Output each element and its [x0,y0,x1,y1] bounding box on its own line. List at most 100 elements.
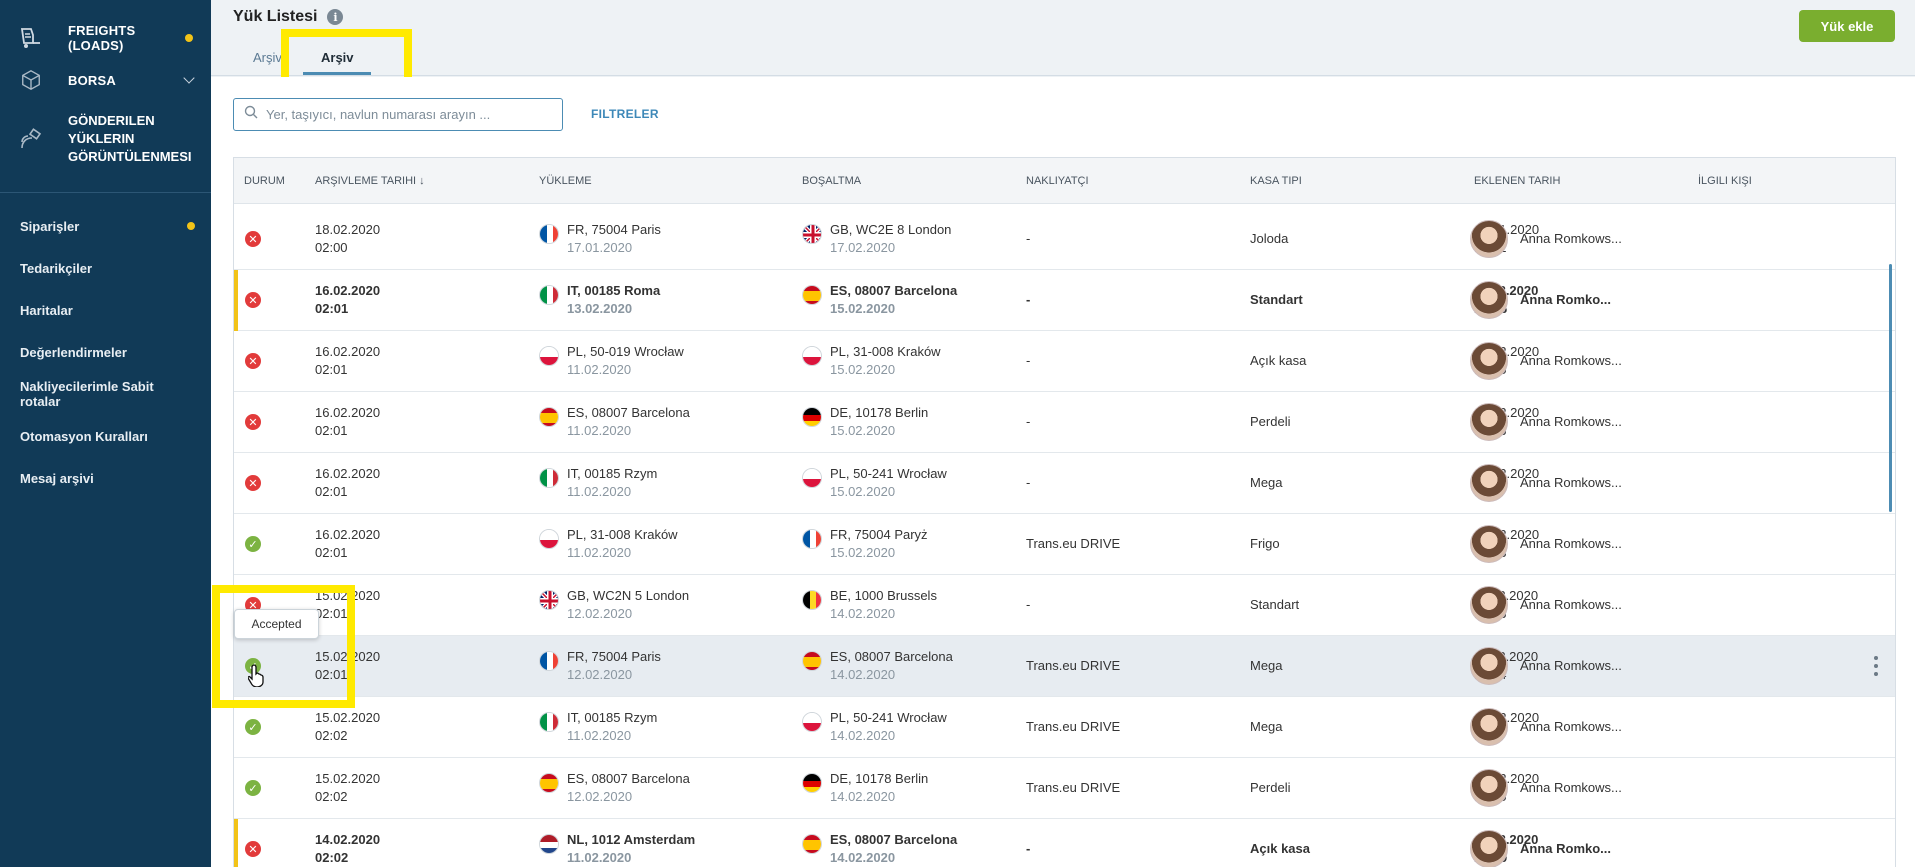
avatar [1470,708,1508,746]
flag-icon [539,285,559,305]
column-header-archive-date[interactable]: ARŞIVLEME TARIHI ↓ [315,175,425,187]
sidebar-item-label: Değerlendirmeler [20,344,127,360]
unloading-place: FR, 75004 Paryż [830,527,928,542]
table-row[interactable]: ✕ 18.02.2020 02:00 FR, 75004 Paris 17.01… [234,209,1895,270]
sidebar-item-ratings[interactable]: Değerlendirmeler [0,331,211,373]
archive-time: 02:01 [315,667,348,682]
accepted-status-icon[interactable]: ✓ [245,719,261,735]
table-row[interactable]: ✓ 15.02.2020 02:02 IT, 00185 Rzym 11.02.… [234,697,1895,758]
carrier-cell: Trans.eu DRIVE [1026,719,1121,734]
sidebar-item-label: Siparişler [20,218,80,234]
sidebar: FREIGHTS (LOADS) BORSA GÖNDERILEN YÜKLER… [0,0,211,867]
loading-place: NL, 1012 Amsterdam [567,832,696,847]
sidebar-item-maps[interactable]: Haritalar [0,289,211,331]
table-scrollbar[interactable] [1889,264,1892,512]
avatar [1470,525,1508,563]
unloading-place: PL, 31-008 Kraków [830,344,941,359]
more-options-icon[interactable] [1874,656,1878,676]
flag-icon [802,346,822,366]
loading-cell: ES, 08007 Barcelona 12.02.2020 [567,770,690,806]
contact-person-name: Anna Romkows... [1520,597,1622,612]
sidebar-item-label: Nakliyecilerimle Sabit rotalar [20,379,154,409]
rejected-status-icon[interactable]: ✕ [245,414,261,430]
rejected-status-icon[interactable]: ✕ [245,841,261,857]
loading-place: GB, WC2N 5 London [567,588,690,603]
table-row[interactable]: ✕ 16.02.2020 02:01 ES, 08007 Barcelona 1… [234,392,1895,453]
table-row[interactable]: ✓ 16.02.2020 02:01 PL, 31-008 Kraków 11.… [234,514,1895,575]
unloading-date: 15.02.2020 [830,301,896,316]
loading-place: IT, 00185 Roma [567,283,661,298]
loading-cell: PL, 31-008 Kraków 11.02.2020 [567,526,678,562]
chevron-down-icon[interactable] [183,72,195,84]
sidebar-item-borsa[interactable]: BORSA [0,60,211,100]
flag-icon [802,834,822,854]
loading-place: IT, 00185 Rzym [567,710,658,725]
body-type-cell: Frigo [1250,536,1280,551]
unloading-date: 14.02.2020 [830,850,896,865]
table-row[interactable]: ✕ 15.02.2020 02:01 GB, WC2N 5 London 12.… [234,575,1895,636]
tab-archive-1[interactable]: Arşiv [253,50,282,65]
status-tooltip: Accepted [234,609,319,639]
search-icon [244,105,258,124]
search-input[interactable] [266,107,556,122]
sidebar-item-automation-rules[interactable]: Otomasyon Kuralları [0,415,211,457]
page-title-text: Yük Listesi [233,8,318,25]
filters-link[interactable]: FILTRELER [591,107,659,121]
sidebar-item-freights[interactable]: FREIGHTS (LOADS) [0,18,211,58]
flag-icon [539,651,559,671]
sidebar-divider [0,192,211,193]
archive-date: 15.02.2020 [315,771,381,786]
avatar [1470,220,1508,258]
column-header-unloading[interactable]: BOŞALTMA [802,175,862,187]
table-row[interactable]: ✓ 15.02.2020 02:02 ES, 08007 Barcelona 1… [234,758,1895,819]
unloading-cell: FR, 75004 Paryż 15.02.2020 [830,526,928,562]
rejected-status-icon[interactable]: ✕ [245,231,261,247]
table-row[interactable]: ✕ 14.02.2020 02:02 NL, 1012 Amsterdam 11… [234,819,1895,867]
column-header-body-type[interactable]: KASA TIPI [1250,175,1302,187]
sidebar-item-label: Tedarikçiler [20,260,93,276]
sidebar-item-message-archive[interactable]: Mesaj arşivi [0,457,211,499]
hand-cursor-icon [247,663,266,692]
archive-date-cell: 16.02.2020 02:01 [315,526,380,562]
loading-date: 11.02.2020 [567,850,632,865]
rejected-status-icon[interactable]: ✕ [245,292,261,308]
body-type-cell: Mega [1250,658,1283,673]
accepted-status-icon[interactable]: ✓ [245,780,261,796]
archive-date: 16.02.2020 [315,466,381,481]
column-header-loading[interactable]: YÜKLEME [539,175,592,187]
sidebar-item-suppliers[interactable]: Tedarikçiler [0,247,211,289]
contact-person-name: Anna Romko... [1520,292,1612,307]
carrier-cell: - [1026,231,1031,246]
unloading-cell: BE, 1000 Brussels 14.02.2020 [830,587,937,623]
unloading-place: PL, 50-241 Wrocław [830,466,947,481]
archive-time: 02:01 [315,545,348,560]
loading-date: 12.02.2020 [567,667,633,682]
sidebar-item-orders[interactable]: Siparişler [0,205,211,247]
column-header-added-date[interactable]: EKLENEN TARIH [1474,175,1561,187]
tab-archive-2[interactable]: Arşiv [321,50,354,65]
sidebar-item-sent-loads[interactable]: GÖNDERILEN YÜKLERIN GÖRÜNTÜLENMESI [0,100,211,180]
flag-icon [539,712,559,732]
search-box[interactable] [233,98,563,131]
archive-time: 02:01 [315,484,348,499]
column-header-contact[interactable]: İLGILI KIŞI [1698,175,1752,187]
sidebar-item-fixed-routes[interactable]: Nakliyecilerimle Sabit rotalar [0,373,211,415]
body-type-cell: Açık kasa [1250,353,1307,368]
table-row[interactable]: ✕ 16.02.2020 02:01 IT, 00185 Roma 13.02.… [234,270,1895,331]
table-row[interactable]: ✕ 16.02.2020 02:01 PL, 50-019 Wrocław 11… [234,331,1895,392]
unloading-cell: DE, 10178 Berlin 14.02.2020 [830,770,928,806]
archive-date: 16.02.2020 [315,283,381,298]
unloading-cell: PL, 50-241 Wrocław 14.02.2020 [830,709,947,745]
rejected-status-icon[interactable]: ✕ [245,353,261,369]
add-load-button[interactable]: Yük ekle [1799,10,1895,42]
loading-date: 12.02.2020 [567,789,633,804]
table-row[interactable]: ✕ 16.02.2020 02:01 IT, 00185 Rzym 11.02.… [234,453,1895,514]
archive-time: 02:00 [315,240,348,255]
loading-cell: GB, WC2N 5 London 12.02.2020 [567,587,689,623]
accepted-status-icon[interactable]: ✓ [245,536,261,552]
column-header-carrier[interactable]: NAKLIYATÇI [1026,175,1089,187]
table-row[interactable]: ✓ 15.02.2020 02:01 FR, 75004 Paris 12.02… [234,636,1895,697]
column-header-status[interactable]: DURUM [244,175,285,187]
rejected-status-icon[interactable]: ✕ [245,475,261,491]
info-icon[interactable]: i [327,9,344,25]
